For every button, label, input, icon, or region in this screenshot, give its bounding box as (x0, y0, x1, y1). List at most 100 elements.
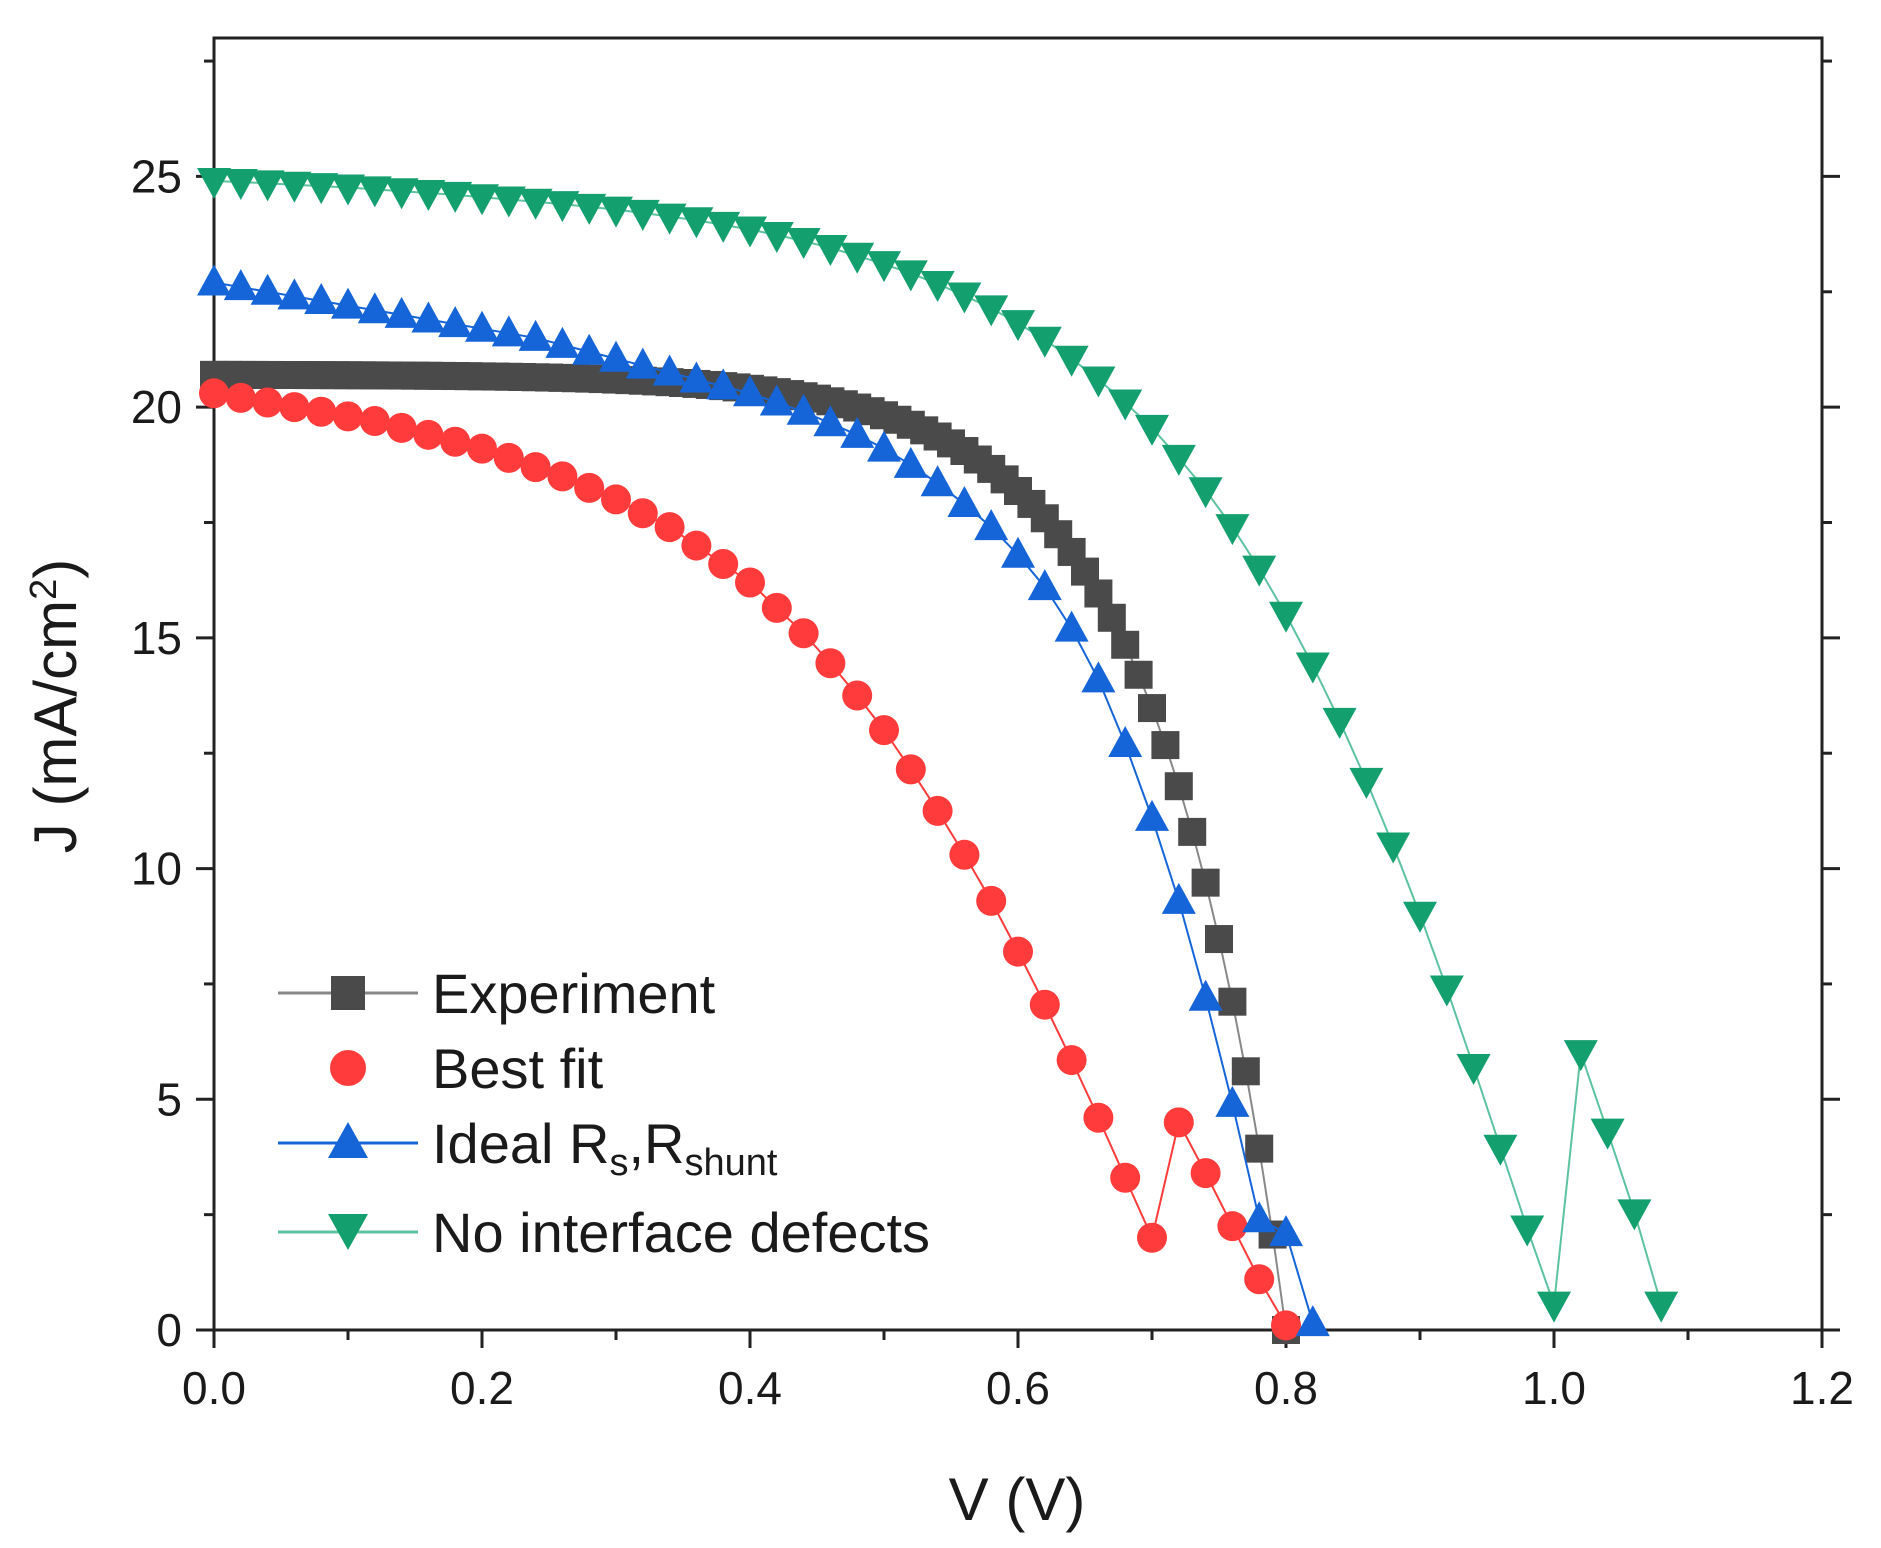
legend-marker-triangle-down (328, 1214, 368, 1250)
data-point-triangle-up (223, 269, 258, 301)
data-point-triangle-up (572, 333, 607, 365)
legend-label-ideal-sub2: shunt (684, 1142, 777, 1184)
data-point-circle (279, 392, 310, 423)
y-axis-title-sup: 2 (23, 579, 65, 600)
data-point-circle (735, 567, 765, 598)
data-point-circle (252, 387, 283, 418)
data-point-circle (225, 382, 256, 413)
data-point-triangle-up (759, 384, 794, 416)
data-point-triangle-down (1269, 601, 1303, 633)
data-point-triangle-up (411, 301, 446, 333)
x-tick-label: 0.4 (718, 1362, 782, 1414)
legend-item-experiment: Experiment (278, 962, 716, 1025)
data-point-square (1111, 630, 1140, 659)
data-point-circle (949, 839, 980, 870)
legend-item-no-defects: No interface defects (278, 1201, 930, 1264)
legend-marker-square (331, 976, 365, 1010)
legend-label-ideal-sub1: s (609, 1142, 628, 1184)
data-point-triangle-down (1322, 707, 1357, 739)
data-point-triangle-down (277, 171, 312, 203)
data-point-triangle-down (920, 270, 955, 302)
data-point-triangle-down (1161, 444, 1196, 476)
data-point-triangle-down (786, 228, 821, 260)
data-point-circle (440, 426, 471, 457)
data-point-circle (359, 405, 390, 436)
x-tick-label: 0.2 (450, 1362, 514, 1414)
data-point-triangle-up (438, 306, 473, 338)
data-point-triangle-up (1188, 979, 1223, 1011)
data-point-triangle-down (545, 191, 580, 223)
data-point-triangle-up (1081, 661, 1116, 693)
data-point-triangle-down (1376, 832, 1411, 864)
legend-label-experiment: Experiment (432, 962, 716, 1025)
data-point-triangle-up (867, 430, 901, 462)
data-point-circle (1190, 1158, 1221, 1189)
data-point-triangle-down (947, 282, 982, 314)
data-point-circle (869, 715, 899, 746)
data-point-triangle-down (1563, 1040, 1598, 1072)
x-tick-label: 1.0 (1522, 1362, 1586, 1414)
legend-label-no-defects: No interface defects (432, 1201, 930, 1264)
x-axis-title: V (V) (949, 1466, 1086, 1533)
y-tick-label: 15 (131, 612, 182, 664)
data-point-triangle-down (1027, 326, 1062, 358)
data-point-triangle-down (357, 176, 392, 208)
data-point-triangle-up (599, 340, 633, 372)
data-point-circle (815, 648, 846, 679)
legend-item-best-fit: Best fit (330, 1037, 604, 1100)
data-point-triangle-down (438, 181, 473, 213)
data-point-triangle-up (465, 310, 499, 342)
data-point-circle (1029, 989, 1060, 1020)
data-point-triangle-down (491, 186, 526, 218)
y-axis-title: J (mA/cm2) (22, 559, 89, 853)
data-point-square (1205, 925, 1233, 954)
series-best-fit (199, 378, 1301, 1341)
y-axis-ticks: 0 5 10 15 20 25 (131, 59, 1840, 1356)
data-point-triangle-down (1644, 1291, 1679, 1323)
legend-label-ideal-main: Ideal R (432, 1112, 609, 1175)
data-point-square (1151, 731, 1180, 760)
data-point-circle (1110, 1162, 1141, 1193)
series-ideal-r (197, 264, 1330, 1337)
series-no-interface-defects (197, 168, 1679, 1323)
data-point-circle (627, 498, 658, 529)
data-point-triangle-up (706, 368, 741, 400)
data-point-circle (1217, 1211, 1248, 1242)
data-point-triangle-up (1242, 1201, 1277, 1233)
data-point-triangle-down (411, 180, 446, 212)
legend-item-ideal: Ideal Rs,Rshunt (278, 1112, 778, 1184)
data-point-circle (386, 412, 417, 443)
data-point-triangle-down (1429, 975, 1464, 1007)
data-point-triangle-up (277, 278, 312, 310)
data-point-triangle-up (197, 264, 231, 296)
data-point-triangle-down (1054, 345, 1089, 377)
data-point-circle (1083, 1102, 1114, 1133)
data-point-circle (842, 680, 873, 711)
data-point-triangle-up (893, 446, 928, 478)
data-point-circle (1137, 1222, 1167, 1253)
data-point-triangle-down (733, 216, 767, 248)
data-point-square (1084, 579, 1113, 608)
data-point-triangle-down (1108, 389, 1143, 421)
legend: Experiment Best fit Ideal Rs,Rshunt No i… (278, 962, 930, 1264)
y-tick-label: 10 (131, 843, 182, 895)
data-point-circle (520, 452, 551, 483)
data-point-square (1164, 772, 1193, 801)
data-point-triangle-up (357, 292, 392, 324)
data-point-triangle-down (759, 222, 794, 254)
data-point-triangle-up (1161, 882, 1196, 914)
data-point-triangle-up (786, 393, 821, 425)
data-point-triangle-down (1537, 1291, 1571, 1323)
data-point-circle (547, 461, 578, 492)
data-point-triangle-down (465, 184, 499, 216)
data-point-square (1191, 868, 1220, 897)
data-point-circle (895, 754, 926, 785)
data-point-triangle-down (1215, 514, 1250, 546)
data-point-triangle-down (679, 207, 714, 239)
data-point-triangle-down (384, 178, 419, 210)
data-point-triangle-up (384, 296, 419, 328)
data-point-triangle-up (733, 375, 767, 407)
data-point-triangle-up (813, 405, 848, 437)
y-tick-label: 25 (131, 150, 182, 202)
